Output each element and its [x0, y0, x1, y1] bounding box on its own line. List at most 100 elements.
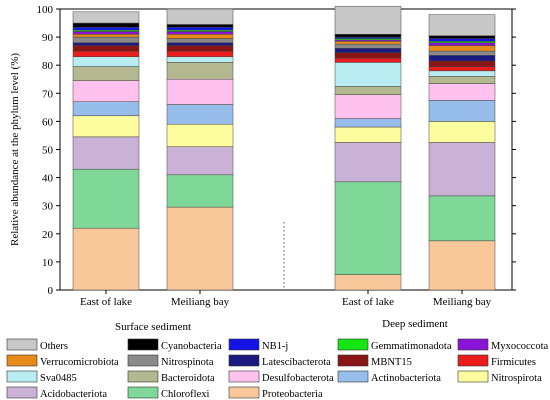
group-label: Surface sediment: [115, 321, 191, 333]
bar-segment-myxococcota: [166, 31, 234, 35]
legend-label: Nitrospirota: [491, 373, 542, 384]
x-tick-label: Meiliang bay: [433, 296, 492, 308]
bar-segment-acidobacteriota: [166, 146, 234, 176]
legend-swatch: [228, 354, 260, 367]
bar-segment-verrucomicrobiota: [72, 34, 140, 38]
bar-segment-proteobacteria: [334, 274, 402, 291]
bar-segment-chloroflexi: [428, 195, 496, 242]
bar-segment-firmicutes: [166, 50, 234, 58]
legend: Others Cyanobacteria NB1-j Gemmatimonadota M…: [6, 338, 548, 400]
bar-segment-bacteroidota: [334, 86, 402, 95]
bar-segment-firmicutes: [428, 66, 496, 72]
bar-segment-nitrospirota: [334, 126, 402, 143]
legend-label: Acidobacteriota: [40, 389, 107, 400]
bar-segment-myxococcota: [72, 31, 140, 35]
bar-segment-bacteroidota: [428, 76, 496, 84]
bar-segment-actinobacteriota: [72, 101, 140, 117]
legend-swatch: [6, 386, 38, 399]
x-tick-label: East of lake: [80, 296, 132, 308]
y-tick-label: 30: [42, 201, 54, 213]
legend-swatch: [127, 354, 159, 367]
bar-segment-desulfobacterota: [166, 79, 234, 105]
bar-segment-latescibacterota: [72, 42, 140, 46]
legend-label: Gemmatimonadota: [371, 341, 452, 352]
legend-swatch: [337, 354, 369, 367]
legend-label: Actinobacteriota: [371, 373, 441, 384]
legend-swatch: [6, 354, 38, 367]
bar-segment-latescibacterota: [166, 42, 234, 46]
y-tick-label: 10: [42, 257, 54, 269]
legend-label: Verrucomicrobiota: [40, 357, 119, 368]
bar-segment-sva0485: [334, 62, 402, 87]
x-tick-label: Meiliang bay: [171, 296, 230, 308]
axes: 0 10 20 30 40 50 60 70 80 90 100 East of lake Meilia…: [37, 4, 516, 333]
bar-segment-desulfobacterota: [334, 94, 402, 119]
bar-segment-proteobacteria: [72, 227, 140, 291]
y-tick-label: 40: [42, 173, 54, 185]
y-tick-label: 90: [42, 32, 54, 44]
bar-segment-firmicutes: [334, 57, 402, 63]
bar-segment-desulfobacterota: [428, 83, 496, 101]
bar-segment-verrucomicrobiota: [334, 41, 402, 45]
bar-segment-nitrospinota: [334, 43, 402, 49]
legend-swatch: [457, 354, 489, 367]
bar-segment-nb1-j: [166, 27, 234, 31]
legend-swatch: [337, 370, 369, 383]
legend-swatch: [127, 386, 159, 399]
legend-swatch: [6, 370, 38, 383]
bar-segment-nitrospirota: [166, 123, 234, 147]
bar-segment-sva0485: [72, 56, 140, 67]
y-tick-label: 70: [42, 88, 54, 100]
y-tick-label: 80: [42, 60, 54, 72]
y-tick-label: 50: [42, 145, 54, 157]
bar-segment-others: [334, 5, 402, 35]
group-label: Deep sediment: [382, 318, 448, 330]
legend-label: Myxococcota: [491, 341, 548, 352]
bar-segment-proteobacteria: [428, 240, 496, 291]
bar-segment-desulfobacterota: [72, 80, 140, 102]
bar-segment-proteobacteria: [166, 206, 234, 291]
bar-segment-verrucomicrobiota: [166, 34, 234, 39]
legend-swatch: [127, 338, 159, 351]
bar-segment-acidobacteriota: [428, 142, 496, 197]
legend-label: Latescibacterota: [262, 357, 331, 368]
legend-label: Others: [40, 341, 68, 352]
legend-label: MBNT15: [371, 357, 412, 368]
bar-segment-bacteroidota: [72, 66, 140, 81]
bar-segment-others: [72, 11, 140, 24]
bar-segment-actinobacteriota: [166, 104, 234, 125]
bar-segment-others: [166, 8, 234, 25]
bar-segment-others: [428, 14, 496, 36]
bar-segment-cyanobacteria: [334, 34, 402, 38]
bar-segment-mbnt15: [166, 45, 234, 52]
bar-segment-actinobacteriota: [334, 118, 402, 128]
bar-segment-actinobacteriota: [428, 100, 496, 122]
bar-segment-nb1-j: [428, 38, 496, 42]
legend-swatch: [228, 338, 260, 351]
legend-label: Proteobacteria: [262, 389, 323, 400]
legend-label: Cyanobacteria: [161, 341, 222, 352]
bar-segment-cyanobacteria: [428, 35, 496, 39]
bars: [72, 5, 496, 291]
bar-segment-sva0485: [166, 56, 234, 63]
legend-label: Firmicutes: [491, 357, 536, 368]
bar-segment-chloroflexi: [334, 181, 402, 275]
bar-segment-mbnt15: [428, 60, 496, 67]
legend-swatch: [457, 338, 489, 351]
y-tick-label: 20: [42, 229, 54, 241]
bar-segment-verrucomicrobiota: [428, 45, 496, 52]
bar-segment-chloroflexi: [166, 174, 234, 208]
legend-label: Desulfobacterota: [262, 373, 334, 384]
legend-label: NB1-j: [262, 341, 288, 352]
legend-swatch: [127, 370, 159, 383]
legend-label: Bacteroidota: [161, 373, 215, 384]
bar-segment-firmicutes: [72, 50, 140, 58]
bar-segment-chloroflexi: [72, 168, 140, 229]
y-tick-label: 100: [37, 4, 54, 16]
bar-segment-nitrospinota: [428, 50, 496, 56]
bar-segment-mbnt15: [334, 52, 402, 59]
bar-segment-acidobacteriota: [72, 136, 140, 170]
bar-segment-nitrospinota: [72, 36, 140, 43]
bar-segment-cyanobacteria: [72, 22, 140, 28]
bar-segment-nitrospirota: [72, 115, 140, 138]
